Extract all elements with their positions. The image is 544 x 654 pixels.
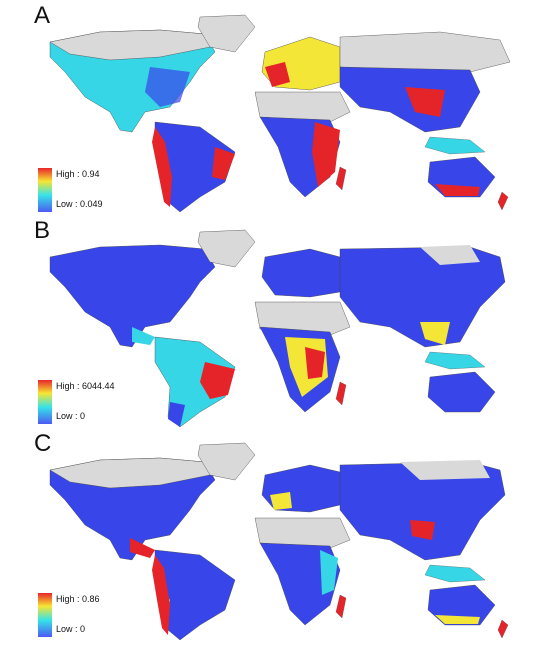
north-america-east	[145, 67, 190, 107]
madagascar	[335, 381, 347, 406]
greenland	[197, 442, 256, 481]
asia-hot	[410, 520, 435, 540]
south-america-east	[200, 362, 235, 399]
australia	[427, 584, 496, 626]
africa-east	[320, 550, 338, 595]
central-america	[130, 538, 155, 558]
australia-coast	[435, 615, 480, 624]
legend-color-ramp	[38, 593, 52, 637]
legend-a: High : 0.94 Low : 0.049	[38, 168, 138, 212]
legend-high-label: High : 6044.44	[56, 381, 115, 391]
africa-east	[312, 122, 340, 187]
asia	[339, 246, 506, 348]
legend-low-label: Low : 0	[56, 411, 86, 421]
andes	[152, 555, 170, 635]
panel-b: B High : 6044.44 Low : 0	[0, 215, 544, 428]
greenland	[197, 14, 256, 53]
panel-a: A	[0, 0, 544, 213]
south-america-west	[152, 127, 172, 207]
panel-label-a: A	[34, 2, 51, 29]
africa-hot	[305, 347, 325, 379]
world-map-a	[49, 14, 511, 213]
panel-label-b: B	[34, 217, 51, 244]
asia-hot	[405, 87, 445, 117]
legend-b: High : 6044.44 Low : 0	[38, 380, 138, 424]
new-zealand	[497, 619, 509, 639]
australia-coast	[435, 184, 480, 196]
world-map-b	[49, 229, 506, 428]
africa-north	[254, 91, 351, 123]
indonesia	[424, 136, 486, 155]
panel-label-c: C	[34, 430, 52, 457]
legend-color-ramp	[38, 380, 52, 424]
madagascar	[335, 166, 347, 191]
europe	[261, 248, 341, 298]
north-america	[49, 244, 216, 348]
europe-hot	[270, 492, 292, 510]
legend-low-label: Low : 0.049	[56, 199, 103, 209]
south-america-south	[168, 402, 185, 427]
africa-north	[254, 517, 351, 549]
asia-north	[339, 31, 511, 73]
legend-low-label: Low : 0	[56, 624, 86, 634]
panel-c: C High : 0.86 Low : 0	[0, 428, 544, 641]
asia-north-nodata	[420, 245, 480, 265]
legend-high-label: High : 0.86	[56, 594, 100, 604]
europe-hot	[265, 62, 290, 87]
indonesia	[424, 351, 486, 370]
south-america-east	[212, 147, 235, 180]
new-zealand	[497, 191, 509, 211]
africa	[259, 542, 341, 626]
indonesia	[424, 564, 486, 583]
legend-color-ramp	[38, 168, 52, 212]
legend-high-label: High : 0.94	[56, 169, 100, 179]
africa-north	[254, 301, 351, 336]
legend-c: High : 0.86 Low : 0	[38, 593, 138, 637]
australia	[427, 371, 496, 413]
central-america	[132, 327, 155, 345]
se-asia	[420, 322, 450, 345]
asia-north-nodata	[400, 460, 490, 480]
madagascar	[335, 594, 347, 619]
greenland	[197, 229, 256, 268]
asia	[339, 461, 506, 561]
world-map-c	[49, 442, 509, 641]
